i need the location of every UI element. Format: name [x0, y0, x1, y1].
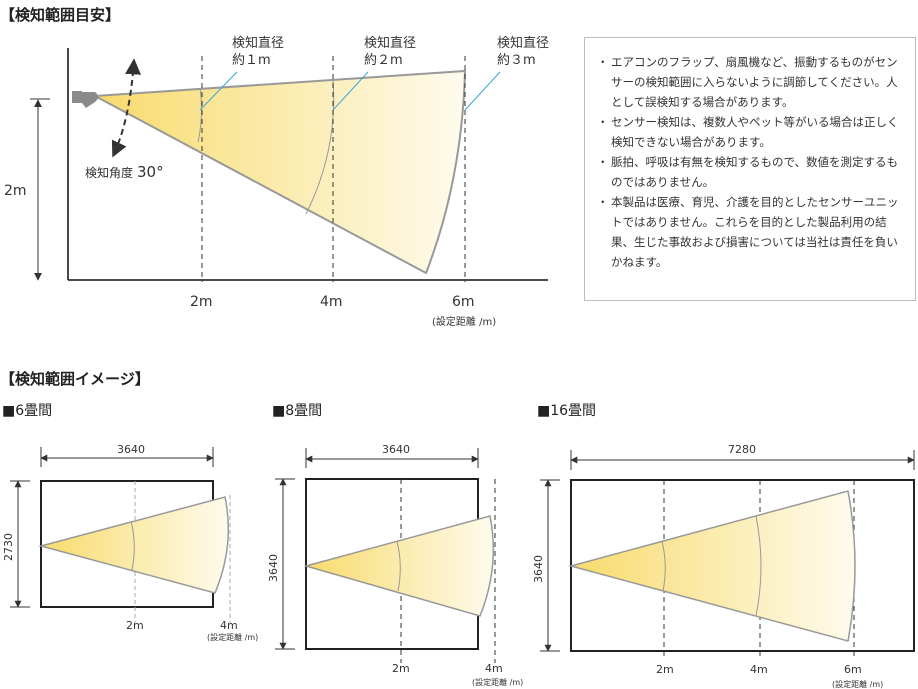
angle-label: 検知角度 [85, 165, 133, 180]
side-view-diagram: 検知直径 約１m 検知直径 約２m 検知直径 約３m 2m 検知角度 30° 2… [4, 35, 549, 328]
detection-cone [303, 515, 495, 617]
diameter-label-1-line2: 約１m [232, 53, 271, 68]
leader-line-2m [332, 71, 369, 111]
tick-label-4m: 4m [320, 294, 343, 310]
tick-label: 4m [220, 619, 238, 632]
width-label: 3640 [382, 443, 410, 456]
tick-label: 2m [126, 619, 144, 632]
depth-label: 3640 [532, 555, 545, 583]
room-name: ■16畳間 [537, 403, 596, 419]
tick-label-2m: 2m [190, 294, 213, 310]
tick-label: 2m [656, 663, 674, 676]
diameter-label-2-line1: 検知直径 [364, 35, 416, 51]
depth-label: 2730 [2, 533, 15, 561]
leader-line-3m [464, 71, 501, 111]
distance-unit-label: (設定距離 /m) [832, 679, 883, 689]
distance-unit-label: (設定距離 /m) [432, 315, 496, 328]
room-diagram-6jo: ■6畳間 3640 2730 2m 4m (設定距離 /m) [2, 403, 258, 642]
section-title-range: 【検知範囲目安】 [0, 6, 121, 24]
room-diagram-8jo: ■8畳間 3640 3640 2m 4m (設定距離 /m) [267, 403, 523, 687]
angle-value: 30° [137, 163, 164, 181]
tick-label: 6m [844, 663, 862, 676]
distance-unit-label: (設定距離 /m) [207, 632, 258, 642]
height-label: 2m [4, 183, 27, 199]
detection-cone [91, 69, 467, 275]
distance-unit-label: (設定距離 /m) [472, 677, 523, 687]
section-title-image: 【検知範囲イメージ】 [0, 370, 150, 388]
tick-label: 4m [750, 663, 768, 676]
range-arc-2m [305, 79, 335, 215]
depth-label: 3640 [267, 554, 280, 582]
diameter-label-1-line1: 検知直径 [232, 35, 284, 51]
width-label: 3640 [117, 443, 145, 456]
tick-label: 4m [485, 662, 503, 675]
note-item: 脈拍、呼吸は有無を検知するもので、数値を測定するものではありません。 [597, 152, 905, 192]
room-diagram-16jo: ■16畳間 7280 3640 2m 4m 6m (設定距離 /m) [532, 403, 915, 689]
notes-box: エアコンのフラップ、扇風機など、振動するものがセンサーの検知範囲に入らないように… [584, 37, 916, 301]
sensor-head [82, 92, 98, 108]
diameter-label-3-line1: 検知直径 [497, 35, 549, 51]
note-item: 本製品は医療、育児、介護を目的としたセンサーユニットではありません。これらを目的… [597, 192, 905, 272]
note-item: センサー検知は、複数人やペット等がいる場合は正しく検知できない場合があります。 [597, 112, 905, 152]
note-item: エアコンのフラップ、扇風機など、振動するものがセンサーの検知範囲に入らないように… [597, 52, 905, 112]
tick-label: 2m [392, 662, 410, 675]
width-label: 7280 [728, 443, 756, 456]
room-name: ■6畳間 [2, 403, 52, 419]
sensor-body [72, 91, 82, 103]
angle-arc [111, 58, 142, 158]
diameter-label-2-line2: 約２m [364, 53, 403, 68]
leader-line-1m [199, 71, 238, 111]
diameter-label-3-line2: 約３m [497, 53, 536, 68]
tick-label-6m: 6m [452, 294, 475, 310]
detection-cone [568, 490, 856, 642]
room-name: ■8畳間 [272, 403, 322, 419]
